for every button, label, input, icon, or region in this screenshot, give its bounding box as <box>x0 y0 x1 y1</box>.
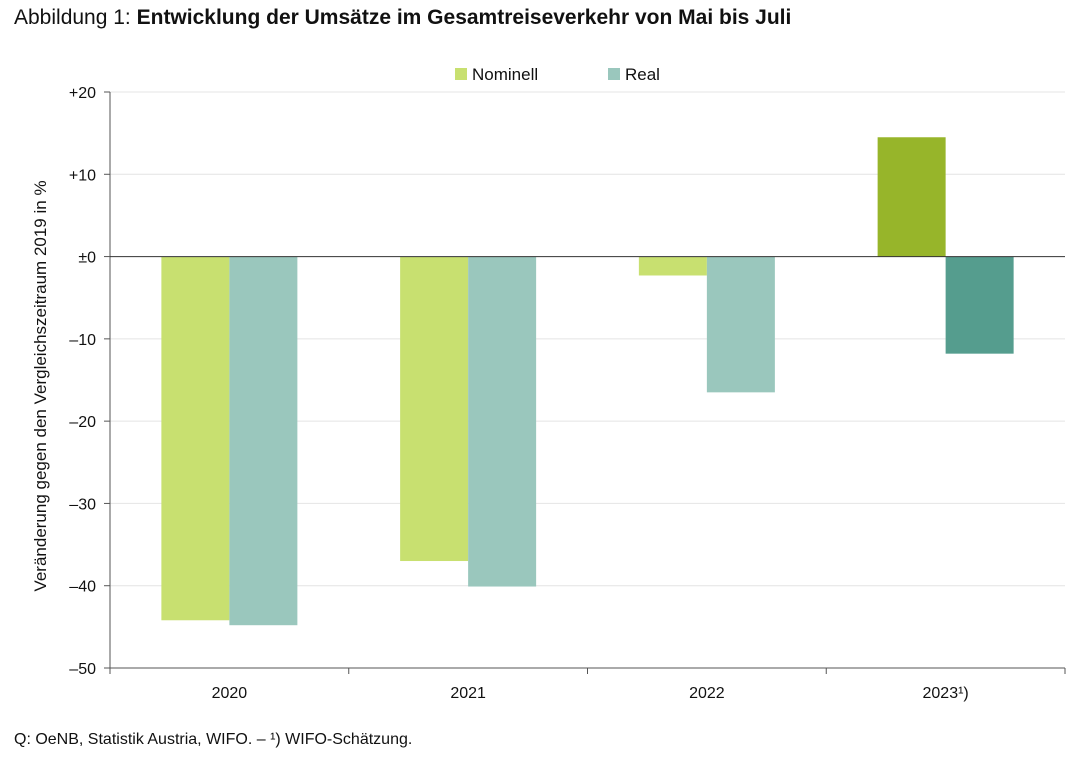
bar-nominell-2 <box>638 256 707 276</box>
legend-label-nominell: Nominell <box>472 65 538 84</box>
y-tick-label: –20 <box>69 414 96 431</box>
y-tick-label: –40 <box>69 579 96 596</box>
x-tick-label: 2020 <box>212 685 248 702</box>
y-tick-label: –10 <box>69 332 96 349</box>
y-axis-label: Veränderung gegen den Vergleichszeitraum… <box>31 180 50 591</box>
bar-nominell-1 <box>400 256 469 562</box>
bar-real-1 <box>468 256 537 587</box>
legend-swatch-nominell <box>455 68 467 80</box>
bar-nominell-0 <box>161 256 230 621</box>
bar-nominell-3 <box>877 137 946 257</box>
y-tick-label: –30 <box>69 496 96 513</box>
figure-title: Abbildung 1: Entwicklung der Umsätze im … <box>14 6 791 30</box>
bar-real-0 <box>229 256 298 626</box>
figure-title-main: Entwicklung der Umsätze im Gesamtreiseve… <box>136 6 792 29</box>
bar-real-2 <box>706 256 775 393</box>
bar-real-3 <box>945 256 1014 354</box>
x-tick-label: 2023¹) <box>923 685 969 702</box>
y-tick-label: +10 <box>69 167 96 184</box>
y-tick-label: ±0 <box>78 250 96 267</box>
source-note: Q: OeNB, Statistik Austria, WIFO. – ¹) W… <box>14 731 413 748</box>
x-tick-label: 2021 <box>450 685 486 702</box>
figure-title-prefix: Abbildung 1: <box>14 6 137 29</box>
x-tick-label: 2022 <box>689 685 725 702</box>
y-tick-label: –50 <box>69 661 96 678</box>
legend-label-real: Real <box>625 65 660 84</box>
legend-swatch-real <box>608 68 620 80</box>
y-tick-label: +20 <box>69 85 96 102</box>
